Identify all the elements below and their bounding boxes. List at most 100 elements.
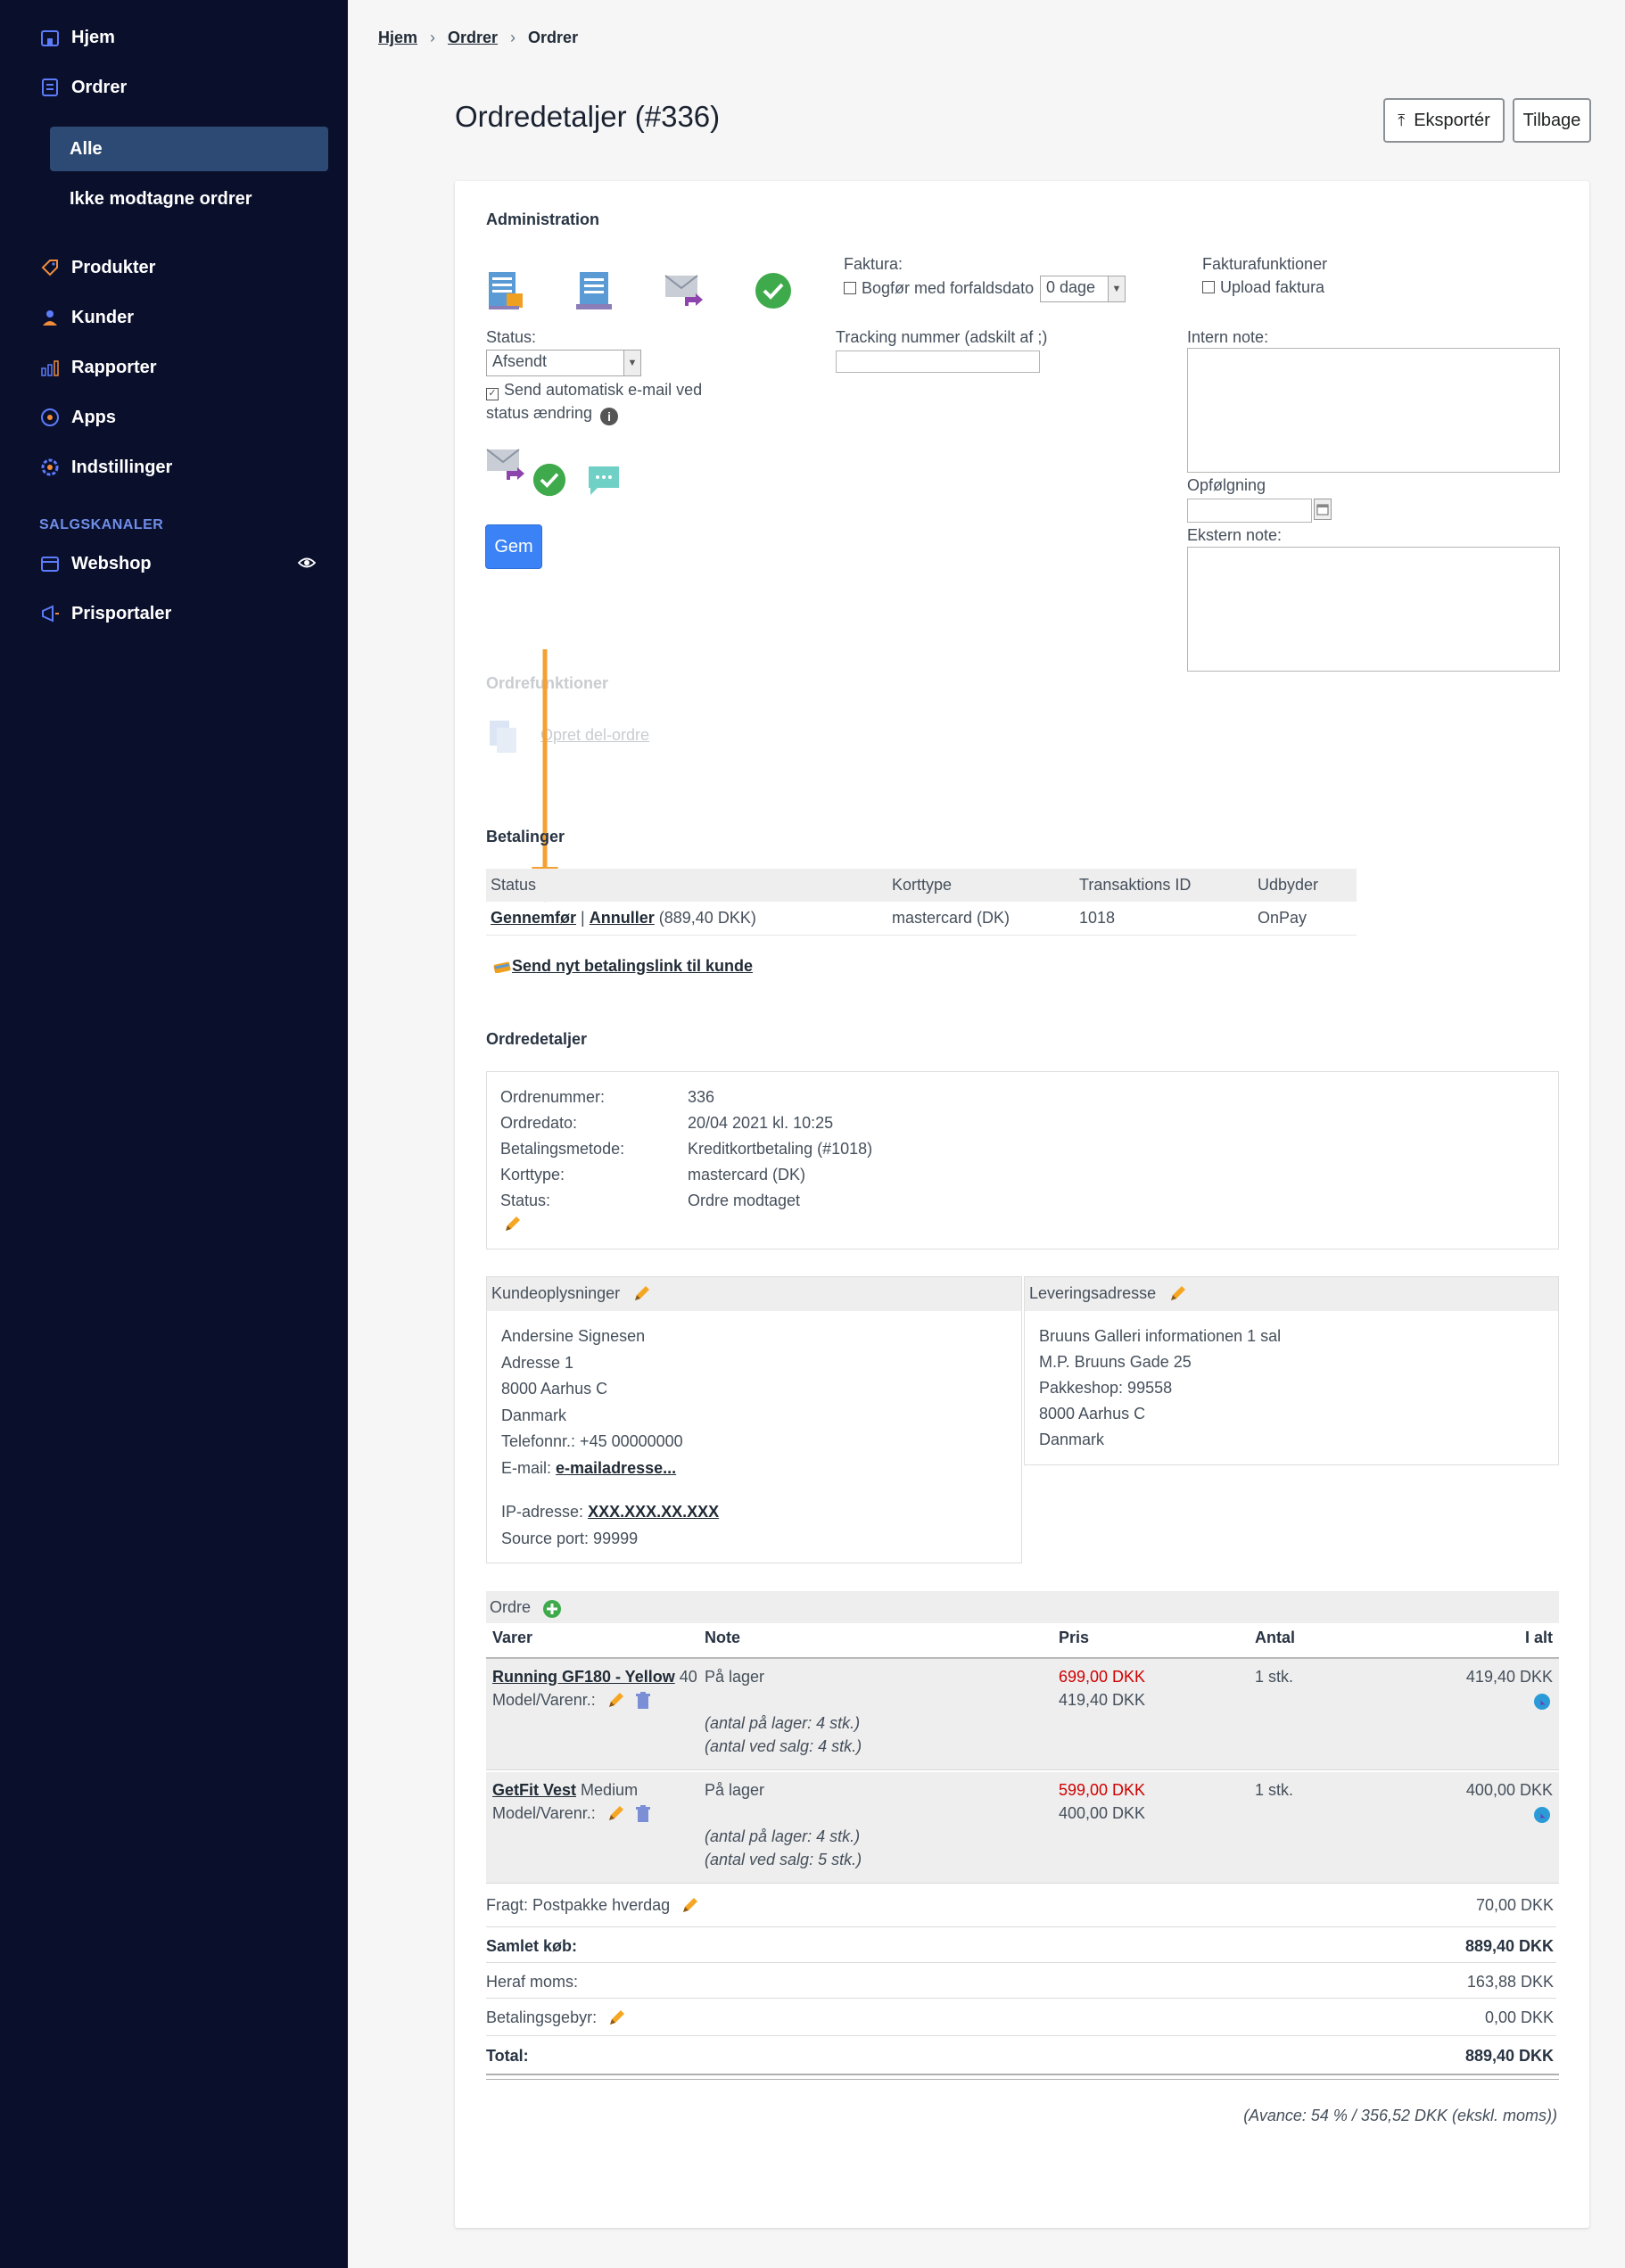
email-forward-icon[interactable] [664,270,705,316]
betalinger-title: Betalinger [486,828,565,845]
edit-pencil-icon[interactable] [680,1896,699,1914]
line-stock-sale: (antal ved salg: 4 stk.) [705,1737,862,1755]
divider [486,1962,1556,1963]
auto-email-option[interactable]: ✓ Send automatisk e-mail ved status ændri… [486,378,702,425]
breadcrumb-current: Ordrer [528,29,579,46]
globe-icon[interactable] [1533,1806,1551,1828]
create-suborder-link[interactable]: Opret del-ordre [540,726,650,744]
sidebar-item-apps[interactable]: Apps [39,407,116,428]
export-button[interactable]: ⤒ Eksportér [1383,98,1505,143]
line-qty: 1 stk. [1255,1781,1294,1799]
faktura-label: Faktura: [844,255,903,273]
separator: | [581,909,585,927]
edit-pencil-icon[interactable] [606,1804,625,1822]
info-icon[interactable]: i [600,408,619,425]
person-icon [39,307,61,328]
customer-box: Kundeoplysninger Andersine Signesen Adre… [486,1276,1022,1563]
sidebar-item-ordrer[interactable]: Ordrer [39,77,127,98]
calendar-icon[interactable] [1314,499,1332,520]
auto-email-label: Send automatisk e-mail ved [504,381,703,399]
edit-pencil-icon[interactable] [606,1691,625,1709]
sidebar-item-label: Hjem [71,27,115,47]
ip-label: IP-adresse: [501,1503,584,1521]
payment-row: Gennemfør | Annuller (889,40 DKK) master… [486,902,1357,936]
capture-link[interactable]: Gennemfør [491,909,577,927]
trash-icon[interactable] [635,1691,651,1710]
auto-email-checkbox[interactable]: ✓ [486,388,499,400]
eye-icon[interactable] [297,555,317,576]
upload-invoice-checkbox[interactable] [1202,281,1215,293]
sidebar-item-rapporter[interactable]: Rapporter [39,357,157,378]
due-days-select[interactable]: 0 dage ▼ [1040,276,1126,302]
checkmark-icon[interactable] [755,272,792,314]
edit-pencil-icon[interactable] [502,1215,522,1234]
send-payment-link-label[interactable]: Send nyt betalingslink til kunde [512,957,754,975]
product-link[interactable]: Running GF180 - Yellow [492,1668,675,1686]
checkmark-icon[interactable] [532,463,566,501]
send-payment-link[interactable]: Send nyt betalingslink til kunde [492,957,753,977]
detail-value: 20/04 2021 kl. 10:25 [688,1114,834,1132]
col-antal: Antal [1255,1629,1295,1646]
add-order-line-icon[interactable] [542,1599,562,1623]
document-copy-icon [488,719,520,759]
save-button[interactable]: Gem [485,524,542,569]
trash-icon[interactable] [635,1804,651,1823]
delivery-line: 8000 Aarhus C [1039,1405,1146,1423]
edit-pencil-icon[interactable] [606,2008,626,2026]
detail-value: 336 [688,1088,715,1106]
megaphone-icon [39,603,61,624]
ip-link[interactable]: XXX.XXX.XX.XXX [588,1503,720,1521]
cancel-link[interactable]: Annuller [589,909,655,927]
line-total: 419,40 DKK [1465,1668,1553,1686]
bogfor-label: Bogfør med forfaldsdato [862,279,1035,297]
back-button[interactable]: Tilbage [1513,98,1591,143]
fee-label: Betalingsgebyr: [486,2008,598,2026]
apps-icon [39,407,61,428]
breadcrumb-ordrer[interactable]: Ordrer [448,29,499,46]
sidebar-item-kunder[interactable]: Kunder [39,307,134,328]
payment-amount: (889,40 DKK) [658,909,756,927]
opfolgning-label: Opfølgning [1187,476,1266,494]
store-icon [39,553,61,574]
customer-title: Kundeoplysninger [491,1284,621,1302]
product-link[interactable]: GetFit Vest [492,1781,577,1799]
invoice-icon[interactable] [485,270,526,316]
order-line-item: GetFit Vest Medium [492,1781,638,1800]
vat-value: 163,88 DKK [1466,1973,1554,1991]
col-status: Status [486,869,887,902]
delivery-line: M.P. Bruuns Gade 25 [1039,1353,1192,1371]
status-select[interactable]: Afsendt ▼ [486,350,641,376]
detail-key: Ordrenummer: [500,1088,606,1106]
sidebar-item-label: Produkter [71,257,156,277]
upload-invoice-option[interactable]: Upload faktura [1202,278,1324,297]
bogfor-option[interactable]: Bogfør med forfaldsdato [844,279,1034,298]
sidebar-item-label: Apps [71,407,116,427]
edit-pencil-icon[interactable] [1167,1284,1187,1302]
edit-pencil-icon[interactable] [631,1284,651,1302]
detail-key: Status: [500,1192,551,1209]
sidebar-item-indstillinger[interactable]: Indstillinger [39,457,172,478]
ekstern-note-textarea[interactable] [1187,547,1560,672]
globe-icon[interactable] [1533,1693,1551,1715]
bogfor-checkbox[interactable] [844,282,856,294]
sidebar-item-prisportaler[interactable]: Prisportaler [39,603,171,624]
tracking-input[interactable] [836,351,1040,373]
followup-date-input[interactable] [1187,499,1312,523]
breadcrumb-hjem[interactable]: Hjem [378,29,418,46]
sidebar-subitem-alle[interactable]: Alle [50,127,328,171]
intern-note-label: Intern note: [1187,328,1269,346]
customer-name: Andersine Signesen [501,1327,646,1345]
col-varer: Varer [492,1629,533,1646]
divider [486,2035,1556,2036]
intern-note-textarea[interactable] [1187,348,1560,473]
receipt-icon[interactable] [574,270,615,316]
line-price-original: 599,00 DKK [1059,1781,1146,1799]
email-link[interactable]: e-mailadresse... [556,1458,677,1477]
sidebar-item-webshop[interactable]: Webshop [39,553,317,576]
ordrefunktioner-title: Ordrefunktioner [486,674,609,692]
sidebar-subitem-ikke-modtagne[interactable]: Ikke modtagne ordrer [50,177,328,221]
sidebar-item-hjem[interactable]: Hjem [39,27,115,48]
sidebar-item-produkter[interactable]: Produkter [39,257,155,278]
email-forward-icon[interactable] [485,446,526,491]
chat-icon[interactable] [587,463,621,501]
